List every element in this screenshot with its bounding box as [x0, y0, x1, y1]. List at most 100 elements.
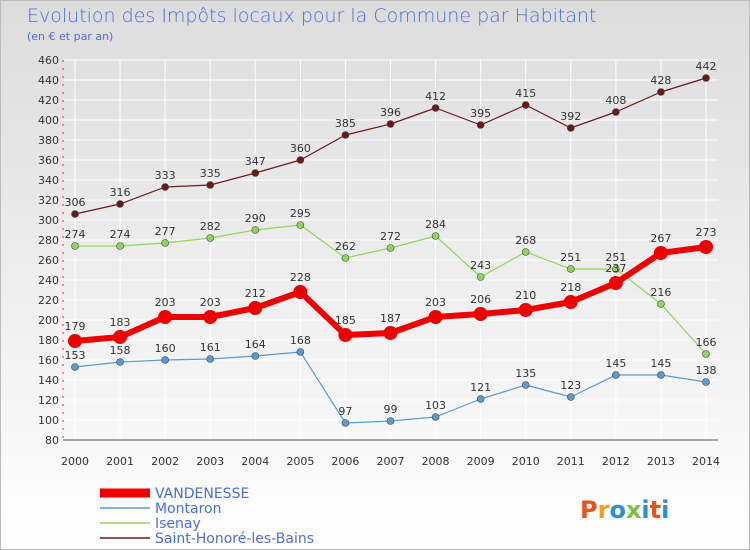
data-label: 428 — [650, 74, 671, 87]
data-point — [383, 326, 398, 340]
data-point — [702, 350, 710, 358]
x-tick-label: 2014 — [692, 455, 720, 468]
data-label: 161 — [200, 341, 221, 354]
data-point — [161, 183, 169, 191]
x-tick-label: 2011 — [557, 455, 585, 468]
data-point — [68, 334, 82, 348]
data-point — [657, 300, 665, 308]
data-point — [296, 156, 305, 164]
data-point — [248, 301, 263, 315]
data-point — [653, 246, 668, 260]
data-label: 392 — [560, 110, 581, 123]
data-point — [161, 239, 169, 247]
data-point — [206, 355, 215, 363]
data-label: 103 — [425, 399, 446, 412]
y-tick-label: 240 — [38, 274, 59, 287]
x-tick-label: 2005 — [286, 455, 314, 468]
data-point — [702, 378, 710, 386]
data-point — [563, 295, 578, 309]
data-label: 442 — [696, 60, 717, 73]
y-tick-label: 460 — [38, 54, 59, 67]
data-label: 218 — [560, 281, 581, 294]
y-tick-label: 320 — [38, 194, 59, 207]
data-label: 333 — [155, 169, 176, 182]
data-label: 160 — [155, 342, 176, 355]
data-point — [341, 254, 350, 262]
data-label: 203 — [200, 296, 221, 309]
data-label: 290 — [245, 212, 266, 225]
data-label: 385 — [335, 117, 356, 130]
data-label: 237 — [605, 262, 626, 275]
x-tick-label: 2004 — [241, 455, 269, 468]
x-tick-label: 2001 — [106, 455, 134, 468]
data-label: 395 — [470, 107, 491, 120]
legend-label: Isenay — [155, 516, 201, 532]
data-point — [116, 242, 124, 250]
y-tick-label: 220 — [38, 294, 59, 307]
x-tick-label: 2000 — [61, 455, 89, 468]
data-point — [116, 358, 124, 366]
x-tick-label: 2013 — [647, 455, 675, 468]
data-point — [428, 310, 443, 324]
y-tick-label: 160 — [38, 354, 59, 367]
data-point — [341, 419, 350, 427]
data-point — [612, 371, 620, 379]
data-label: 306 — [65, 196, 86, 209]
data-label: 216 — [650, 286, 671, 299]
data-point — [293, 285, 308, 299]
y-tick-label: 340 — [38, 174, 59, 187]
series-group: 306 316 333 335 347 360 385 396 412 395 415 392 408 4… — [65, 60, 717, 427]
data-label: 347 — [245, 155, 266, 168]
data-label: 135 — [515, 367, 536, 380]
chart-subtitle: (en € et par an) — [27, 30, 113, 43]
data-point — [657, 371, 665, 379]
data-point — [71, 210, 79, 218]
data-label: 158 — [110, 344, 131, 357]
data-label: 282 — [200, 220, 221, 233]
data-point — [699, 240, 713, 254]
legend-label: VANDENESSE — [155, 486, 249, 502]
data-label: 251 — [560, 251, 581, 264]
y-tick-label: 360 — [38, 154, 59, 167]
data-point — [612, 108, 620, 116]
data-point — [521, 101, 530, 109]
data-point — [566, 124, 575, 132]
data-label: 210 — [515, 289, 536, 302]
y-tick-label: 140 — [38, 374, 59, 387]
x-tick-label: 2008 — [422, 455, 450, 468]
data-label: 267 — [650, 232, 671, 245]
x-tick-label: 2007 — [377, 455, 405, 468]
data-label: 396 — [380, 106, 401, 119]
y-tick-label: 280 — [38, 234, 59, 247]
data-point — [386, 244, 395, 252]
data-point — [341, 131, 350, 139]
x-tick-label: 2012 — [602, 455, 630, 468]
y-tick-label: 380 — [38, 134, 59, 147]
data-point — [338, 328, 353, 342]
x-tick-label: 2006 — [331, 455, 359, 468]
data-point — [296, 221, 305, 229]
y-tick-label: 440 — [38, 74, 59, 87]
x-axis: 2000 2001 2002 2003 2004 2005 2006 2007 2008 2009… — [61, 439, 720, 468]
data-label: 168 — [290, 334, 311, 347]
data-label: 185 — [335, 314, 356, 327]
data-point — [473, 307, 488, 321]
data-point — [71, 363, 79, 371]
x-tick-label: 2010 — [512, 455, 540, 468]
data-label: 316 — [110, 186, 131, 199]
data-label: 268 — [515, 234, 536, 247]
data-point — [476, 273, 485, 281]
data-point — [608, 276, 623, 290]
data-label: 295 — [290, 207, 311, 220]
data-point — [431, 104, 440, 112]
data-point — [116, 200, 124, 208]
data-label: 203 — [425, 296, 446, 309]
data-point — [657, 88, 665, 96]
y-tick-label: 200 — [38, 314, 59, 327]
data-label: 408 — [605, 94, 626, 107]
data-point — [612, 265, 620, 273]
y-tick-label: 100 — [38, 414, 59, 427]
